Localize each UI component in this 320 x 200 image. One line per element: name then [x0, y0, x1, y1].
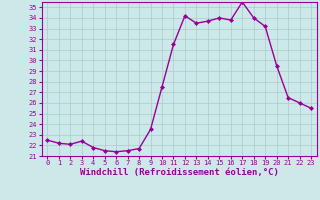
X-axis label: Windchill (Refroidissement éolien,°C): Windchill (Refroidissement éolien,°C) [80, 168, 279, 177]
